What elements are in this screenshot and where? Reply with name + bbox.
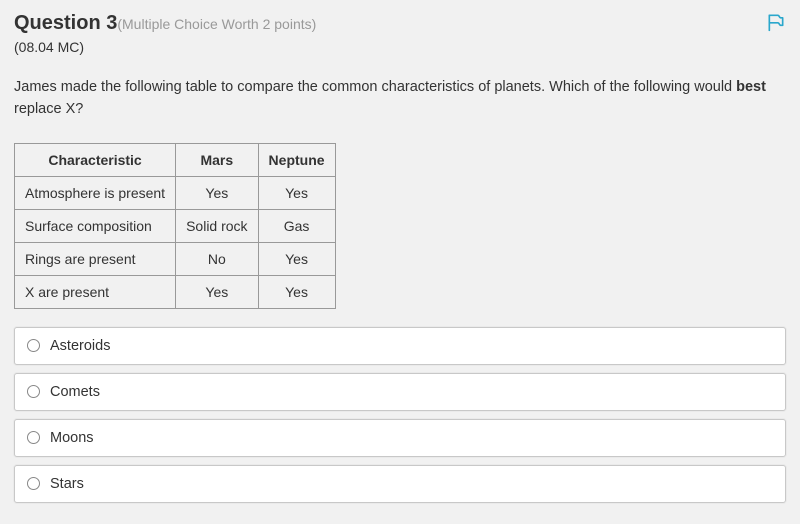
question-prompt: James made the following table to compar… [14,77,786,121]
question-header: Question 3(Multiple Choice Worth 2 point… [14,12,786,35]
option-label: Stars [50,476,84,492]
question-number: Question 3 [14,12,117,34]
flag-icon [766,12,786,32]
table-cell: Solid rock [176,209,258,242]
table-row: Rings are present No Yes [15,242,336,275]
option-label: Comets [50,384,100,400]
col-header: Neptune [258,143,335,176]
prompt-text-2: replace X? [14,101,83,117]
table-cell: Surface composition [15,209,176,242]
table-cell: Yes [176,176,258,209]
answer-option[interactable]: Comets [14,373,786,411]
characteristics-table: Characteristic Mars Neptune Atmosphere i… [14,143,336,309]
table-cell: Yes [258,275,335,308]
radio-icon [27,477,40,490]
table-cell: Yes [258,176,335,209]
table-cell: Yes [176,275,258,308]
table-cell: X are present [15,275,176,308]
table-cell: Rings are present [15,242,176,275]
option-label: Asteroids [50,338,110,354]
answer-option[interactable]: Asteroids [14,327,786,365]
prompt-bold: best [736,79,766,95]
table-cell: No [176,242,258,275]
table-cell: Yes [258,242,335,275]
option-label: Moons [50,430,94,446]
table-row: Surface composition Solid rock Gas [15,209,336,242]
question-worth: (Multiple Choice Worth 2 points) [117,16,316,32]
radio-icon [27,431,40,444]
answer-option[interactable]: Stars [14,465,786,503]
col-header: Characteristic [15,143,176,176]
col-header: Mars [176,143,258,176]
table-cell: Gas [258,209,335,242]
question-container: Question 3(Multiple Choice Worth 2 point… [0,0,800,523]
answer-option[interactable]: Moons [14,419,786,457]
question-code: (08.04 MC) [14,39,786,55]
radio-icon [27,385,40,398]
table-cell: Atmosphere is present [15,176,176,209]
prompt-text-1: James made the following table to compar… [14,79,736,95]
flag-button[interactable] [766,12,786,37]
table-row: X are present Yes Yes [15,275,336,308]
radio-icon [27,339,40,352]
table-header-row: Characteristic Mars Neptune [15,143,336,176]
table-row: Atmosphere is present Yes Yes [15,176,336,209]
